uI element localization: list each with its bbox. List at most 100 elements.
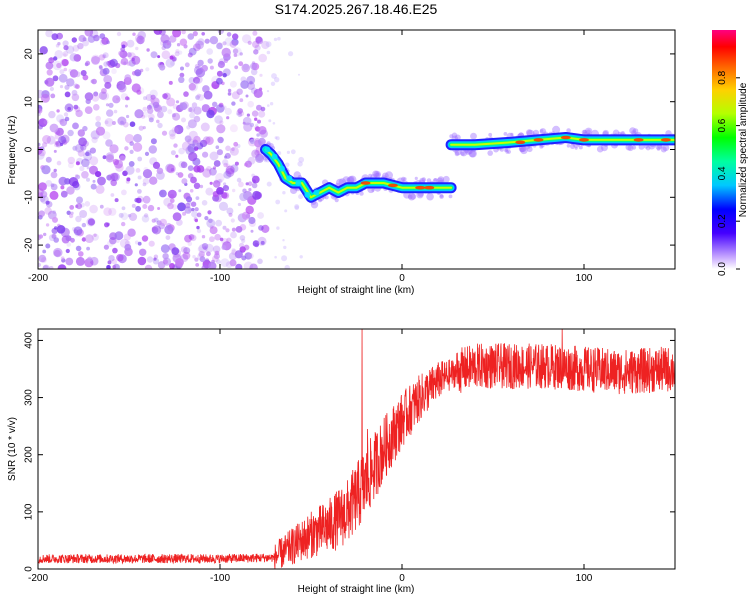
noise-point [200,122,210,132]
noise-point [203,90,213,100]
noise-point [183,91,189,97]
track-hot-spot [515,140,526,145]
noise-point [209,65,214,70]
noise-point [247,40,252,45]
spectrogram-x-tick-label: -100 [210,273,230,284]
track-blob [304,191,311,198]
noise-point [128,161,135,167]
noise-point [124,146,129,151]
noise-point [53,149,57,153]
noise-point [258,225,264,231]
noise-point [167,229,173,235]
noise-point [254,191,262,200]
noise-point [277,36,281,41]
noise-point [66,78,75,87]
noise-point [217,42,223,47]
noise-point [105,139,113,147]
noise-point [252,40,260,49]
colorbar: 0.0 0.2 0.4 0.6 0.8 Normalized spectral ampl… [712,30,749,276]
noise-point [179,38,188,46]
noise-point [180,161,188,169]
noise-point [219,137,224,142]
noise-point [142,182,147,187]
noise-point [241,255,247,261]
snr-frame [37,328,676,570]
noise-point [80,144,87,151]
noise-point [45,94,49,98]
noise-point [224,152,231,159]
track-halo-point [510,132,514,136]
noise-point [209,181,213,185]
noise-point [160,34,170,44]
noise-point [281,255,288,262]
noise-point [75,161,80,166]
noise-point [256,133,260,137]
noise-point [217,60,225,69]
noise-point [194,257,199,262]
noise-point [255,123,259,127]
track-blob [286,175,293,182]
noise-point [197,59,204,67]
noise-point [132,142,143,152]
noise-point [228,212,233,217]
noise-point [191,207,195,212]
noise-point [81,171,89,179]
noise-point [38,182,47,191]
noise-point [45,201,53,208]
noise-point [214,233,221,241]
noise-point [42,135,52,144]
noise-point [167,202,174,210]
track-halo-point [584,127,593,135]
noise-point [201,32,205,36]
noise-point [141,235,149,242]
noise-point [45,180,53,187]
noise-point [51,33,59,41]
noise-point [110,179,117,187]
noise-point [73,83,79,89]
track-halo-point [310,201,319,209]
noise-point [166,42,170,46]
noise-point [151,97,160,106]
noise-point [254,117,258,121]
noise-point [79,210,88,218]
track-halo-point [582,129,587,134]
noise-point [134,109,144,119]
spectrogram-y-ticks: -20 -10 0 10 20 [24,48,675,252]
snr-y-tick-label: 400 [24,332,35,349]
noise-point [45,200,50,205]
noise-point [219,237,224,242]
noise-point [69,53,78,62]
noise-point [212,255,219,263]
noise-point [59,69,65,75]
noise-point [60,185,65,190]
noise-point [229,80,237,88]
noise-point [58,136,67,145]
noise-point [147,107,154,114]
noise-point [48,234,56,242]
noise-point [84,106,93,114]
noise-point [151,218,156,223]
noise-point [197,246,203,252]
noise-point [184,206,192,214]
noise-point [189,112,195,119]
track-blob [278,165,285,172]
track-halo-point [385,171,393,180]
noise-point [259,73,263,77]
noise-point [149,157,158,166]
noise-point [146,48,150,52]
noise-point [222,105,227,110]
noise-point [117,116,127,126]
noise-point [139,248,147,256]
noise-point [172,30,182,38]
noise-point [49,123,59,133]
noise-point [209,167,217,176]
noise-point [58,118,65,125]
noise-point [117,83,127,93]
noise-point [138,125,144,131]
noise-point [62,40,69,47]
noise-point [184,234,192,243]
noise-point [102,155,107,160]
noise-point [40,93,50,103]
noise-point [156,220,162,226]
noise-point [220,258,230,267]
